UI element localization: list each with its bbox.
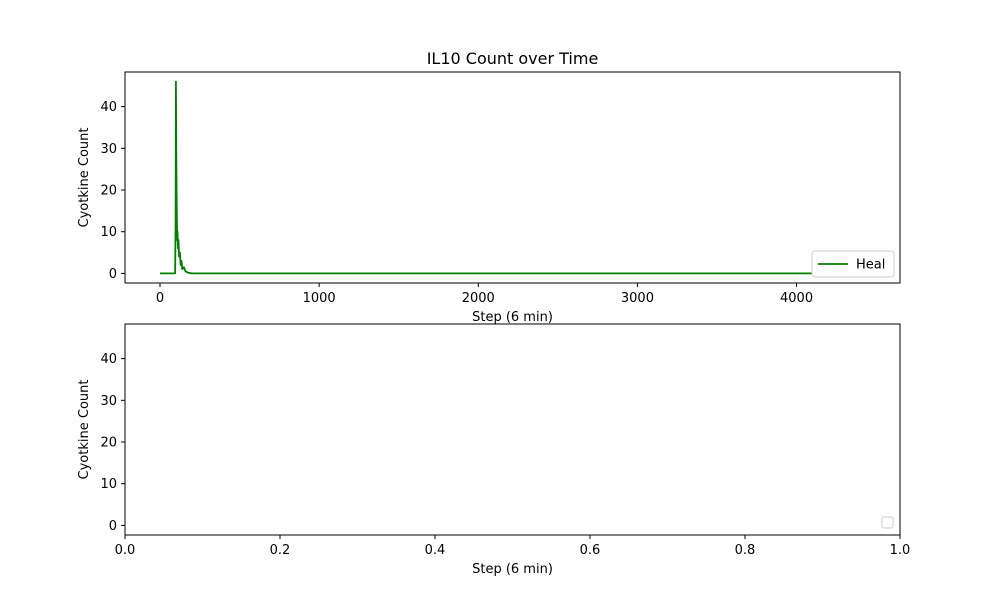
- y-tick-label: 20: [100, 184, 117, 199]
- y-tick-label: 0: [109, 267, 117, 282]
- x-tick-label: 0.8: [735, 543, 756, 558]
- y-tick-label: 10: [100, 477, 117, 492]
- y-tick-label: 0: [109, 519, 117, 534]
- x-tick-label: 3000: [621, 291, 654, 306]
- legend: Heal: [811, 250, 895, 278]
- x-tick-label: 0.2: [270, 543, 291, 558]
- subplot-1: IL10 Count over Time 0 1000 2000 3000 4000 0 10…: [77, 49, 901, 325]
- x-axis-label: Step (6 min): [472, 310, 553, 325]
- chart-title: IL10 Count over Time: [427, 49, 599, 68]
- x-tick-label: 0.0: [115, 543, 136, 558]
- plot-frame: [124, 323, 901, 536]
- x-tick-label: 2000: [462, 291, 495, 306]
- plot-frame: [124, 71, 901, 284]
- legend-box: [811, 250, 895, 278]
- x-axis-label: Step (6 min): [472, 562, 553, 577]
- x-tick-label: 4000: [780, 291, 813, 306]
- y-tick-label: 30: [100, 394, 117, 409]
- legend: [881, 516, 894, 529]
- y-tick-label: 10: [100, 225, 117, 240]
- x-tick-label: 1000: [303, 291, 336, 306]
- legend-box-empty: [881, 516, 894, 529]
- y-tick-label: 40: [100, 100, 117, 115]
- subplot-2: 0.0 0.2 0.4 0.6 0.8 1.0 0 10 20 30 40 Step (6 min) C…: [77, 323, 911, 577]
- x-tick-label: 0: [156, 291, 164, 306]
- x-tick-label: 0.4: [425, 543, 446, 558]
- y-tick-label: 30: [100, 142, 117, 157]
- y-axis-label: Cyotkine Count: [77, 380, 92, 480]
- y-tick-label: 40: [100, 352, 117, 367]
- legend-label: Heal: [856, 258, 885, 273]
- series-line-heal: [160, 80, 865, 275]
- x-tick-label: 1.0: [890, 543, 911, 558]
- y-tick-label: 20: [100, 436, 117, 451]
- y-axis-label: Cyotkine Count: [77, 128, 92, 228]
- x-tick-label: 0.6: [580, 543, 601, 558]
